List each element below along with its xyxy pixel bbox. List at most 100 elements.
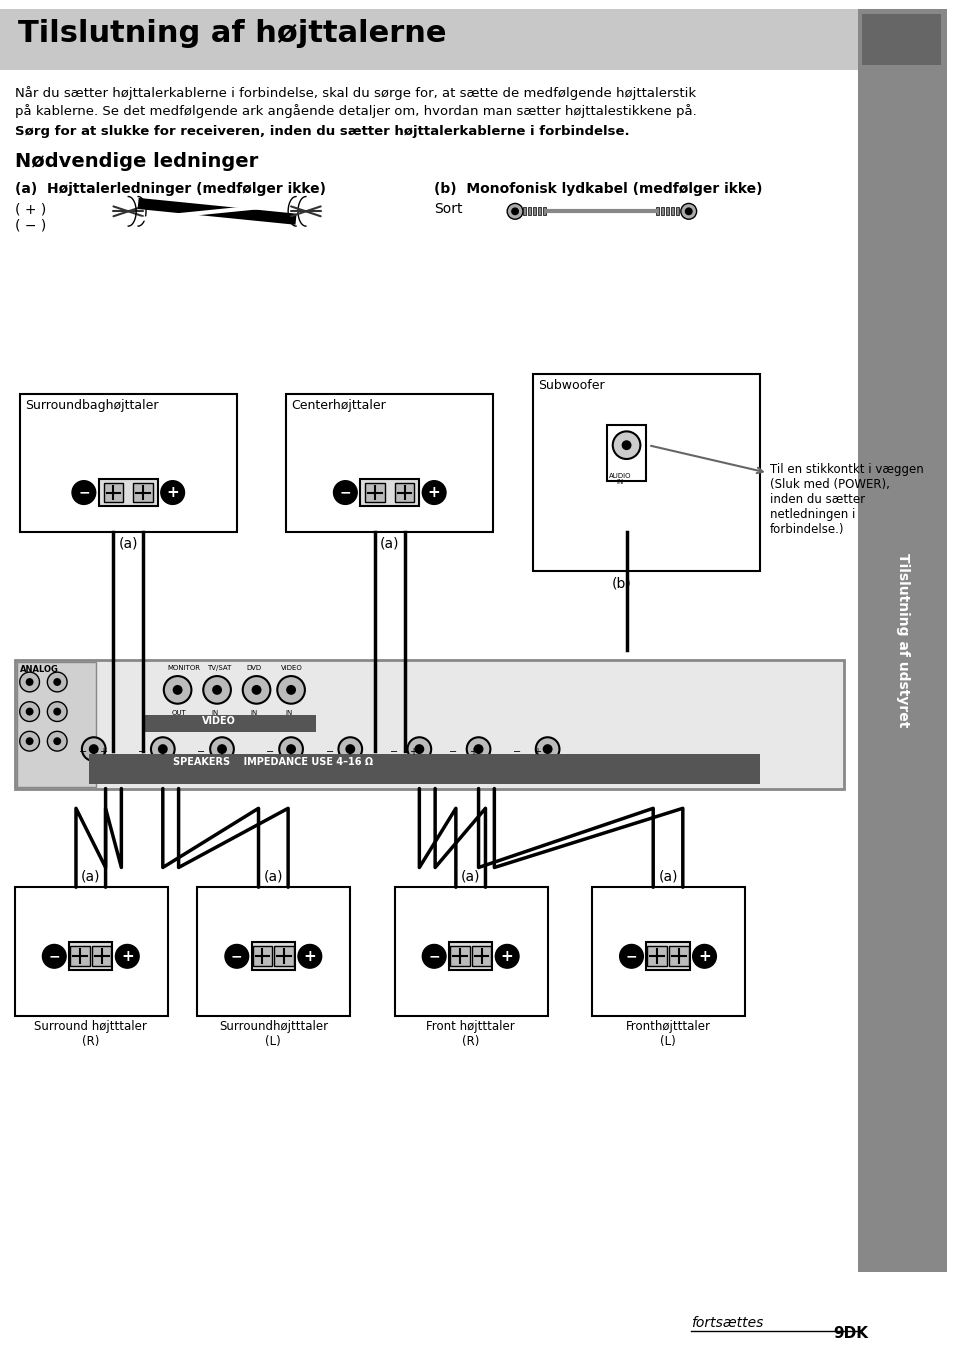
Text: −: −	[626, 949, 637, 963]
Circle shape	[26, 678, 34, 686]
Circle shape	[151, 738, 175, 761]
Circle shape	[346, 745, 355, 754]
Circle shape	[47, 731, 67, 752]
Bar	[14, 660, 844, 788]
Circle shape	[82, 738, 106, 761]
Bar	[365, 483, 385, 502]
Text: −: −	[231, 949, 243, 963]
Circle shape	[511, 207, 519, 216]
Bar	[104, 483, 123, 502]
Text: +: +	[410, 747, 418, 757]
Text: VIDEO: VIDEO	[203, 716, 236, 726]
Circle shape	[542, 745, 553, 754]
Bar	[528, 207, 531, 216]
Circle shape	[47, 701, 67, 722]
Text: Nødvendige ledninger: Nødvendige ledninger	[14, 153, 258, 170]
Text: Centerhøjttaler: Centerhøjttaler	[291, 398, 386, 412]
Text: Sørg for at slukke for receiveren, inden du sætter højttalerkablerne i forbindel: Sørg for at slukke for receiveren, inden…	[14, 125, 630, 139]
Text: Front højtttaler
(R): Front højtttaler (R)	[426, 1020, 515, 1049]
Text: (a): (a)	[81, 869, 101, 884]
Bar	[395, 887, 547, 1016]
Circle shape	[277, 677, 305, 704]
Circle shape	[72, 480, 96, 505]
Circle shape	[173, 685, 182, 694]
Text: Fronthøjtttaler
(L): Fronthøjtttaler (L)	[626, 1020, 710, 1049]
Circle shape	[157, 745, 168, 754]
Circle shape	[495, 944, 519, 968]
Text: Tilslutning af højttalerne: Tilslutning af højttalerne	[18, 19, 446, 48]
Bar	[646, 943, 689, 970]
Bar	[538, 207, 540, 216]
Text: ANALOG: ANALOG	[20, 666, 59, 674]
Circle shape	[115, 944, 139, 968]
Text: DVD: DVD	[247, 666, 262, 671]
Bar	[99, 479, 157, 506]
Bar	[647, 947, 667, 966]
Bar	[92, 947, 111, 966]
Text: IN: IN	[616, 479, 624, 484]
Text: Tilslutning af udstyret: Tilslutning af udstyret	[896, 554, 910, 728]
Bar	[858, 10, 948, 1273]
Text: −: −	[513, 747, 521, 757]
Text: (a): (a)	[461, 869, 480, 884]
Bar	[862, 14, 942, 65]
Text: +: +	[121, 949, 133, 964]
Text: −: −	[390, 747, 397, 757]
Text: −: −	[325, 747, 334, 757]
Circle shape	[622, 441, 632, 450]
Circle shape	[286, 685, 296, 694]
Text: IN: IN	[285, 709, 293, 716]
Circle shape	[286, 745, 296, 754]
Bar	[661, 207, 664, 216]
Text: −: −	[428, 949, 440, 963]
Circle shape	[681, 203, 697, 220]
Circle shape	[507, 203, 523, 220]
Bar	[533, 207, 536, 216]
Bar	[20, 394, 237, 532]
Bar	[16, 663, 96, 787]
Text: (a): (a)	[264, 869, 283, 884]
Text: SPEAKERS    IMPEDANCE USE 4–16 Ω: SPEAKERS IMPEDANCE USE 4–16 Ω	[173, 757, 372, 767]
Text: +: +	[286, 747, 294, 757]
Bar	[143, 715, 316, 732]
Text: +: +	[166, 486, 180, 501]
Circle shape	[47, 672, 67, 692]
Bar	[533, 374, 759, 572]
Circle shape	[54, 678, 61, 686]
Bar	[671, 207, 674, 216]
Text: (a): (a)	[380, 537, 399, 551]
Text: TV/SAT: TV/SAT	[207, 666, 231, 671]
Circle shape	[26, 708, 34, 716]
Text: (a)  Højttalerledninger (medfølger ikke): (a) Højttalerledninger (medfølger ikke)	[14, 181, 325, 195]
Bar	[69, 943, 112, 970]
Circle shape	[217, 745, 227, 754]
Text: Surroundhøjtttaler
(L): Surroundhøjtttaler (L)	[219, 1020, 328, 1049]
Circle shape	[204, 677, 231, 704]
Circle shape	[20, 731, 39, 752]
Text: (b): (b)	[612, 577, 632, 591]
Text: −: −	[48, 949, 60, 963]
Text: på kablerne. Se det medfølgende ark angående detaljer om, hvordan man sætter høj: på kablerne. Se det medfølgende ark angå…	[14, 104, 697, 117]
Text: (a): (a)	[118, 537, 138, 551]
Bar	[669, 947, 688, 966]
Text: −: −	[198, 747, 205, 757]
Bar	[450, 947, 469, 966]
Circle shape	[20, 672, 39, 692]
Text: OUT: OUT	[172, 709, 186, 716]
Circle shape	[54, 708, 61, 716]
Circle shape	[210, 738, 234, 761]
Circle shape	[89, 745, 99, 754]
Circle shape	[536, 738, 560, 761]
Text: +: +	[698, 949, 711, 964]
Bar	[657, 207, 660, 216]
Text: Når du sætter højttalerkablerne i forbindelse, skal du sørge for, at sætte de me: Når du sætter højttalerkablerne i forbin…	[14, 86, 696, 100]
Bar	[252, 943, 295, 970]
Circle shape	[473, 745, 484, 754]
Text: IN: IN	[251, 709, 258, 716]
Bar	[252, 947, 273, 966]
Bar	[198, 887, 350, 1016]
Circle shape	[339, 738, 362, 761]
Text: −: −	[79, 747, 87, 757]
Circle shape	[612, 431, 640, 460]
Bar	[360, 479, 420, 506]
